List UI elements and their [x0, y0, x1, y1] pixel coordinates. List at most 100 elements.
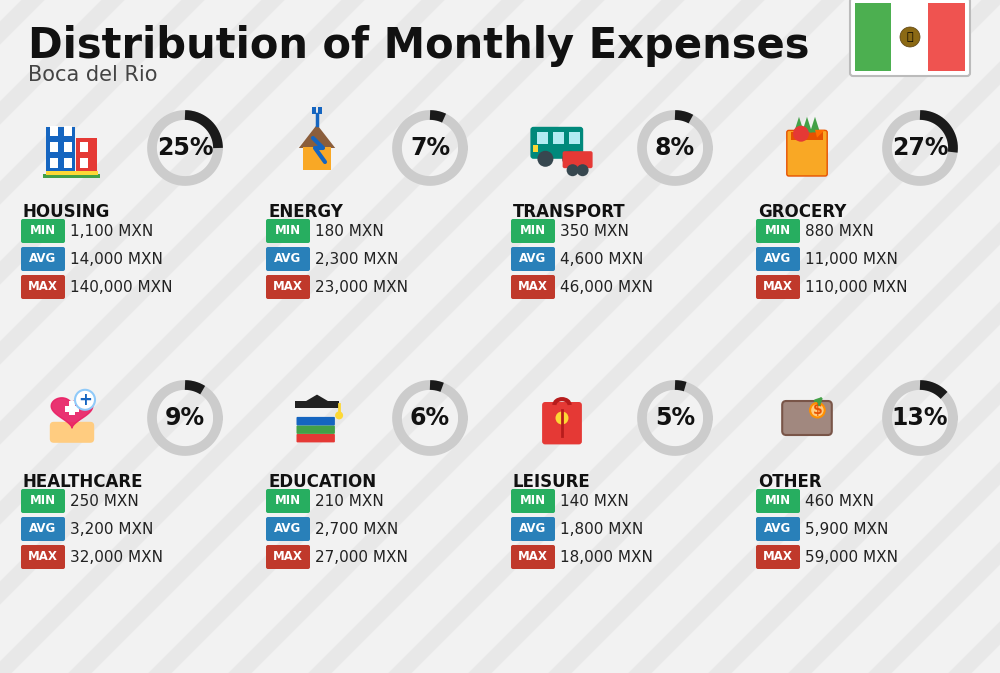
FancyBboxPatch shape — [21, 545, 65, 569]
FancyBboxPatch shape — [296, 417, 335, 425]
FancyBboxPatch shape — [266, 489, 310, 513]
FancyBboxPatch shape — [296, 425, 335, 434]
Polygon shape — [295, 394, 339, 408]
FancyBboxPatch shape — [50, 422, 94, 443]
Text: MAX: MAX — [518, 551, 548, 563]
Bar — [928, 3, 965, 71]
Polygon shape — [802, 117, 812, 133]
FancyBboxPatch shape — [21, 219, 65, 243]
Text: 110,000 MXN: 110,000 MXN — [805, 279, 908, 295]
Bar — [80, 142, 88, 152]
Text: 27%: 27% — [892, 136, 948, 160]
Text: 350 MXN: 350 MXN — [560, 223, 629, 238]
FancyBboxPatch shape — [542, 402, 582, 444]
Text: 13%: 13% — [892, 406, 948, 430]
Text: AVG: AVG — [764, 522, 792, 536]
Text: 27,000 MXN: 27,000 MXN — [315, 549, 408, 565]
FancyBboxPatch shape — [530, 127, 583, 159]
FancyBboxPatch shape — [850, 0, 970, 76]
Bar — [50, 142, 58, 152]
Bar — [80, 158, 88, 168]
Bar — [295, 401, 339, 408]
Bar — [855, 3, 891, 71]
Text: AVG: AVG — [29, 522, 57, 536]
Text: 460 MXN: 460 MXN — [805, 493, 874, 509]
Text: 11,000 MXN: 11,000 MXN — [805, 252, 898, 267]
Circle shape — [900, 27, 920, 47]
Bar — [76, 137, 97, 174]
FancyBboxPatch shape — [266, 219, 310, 243]
Bar — [537, 132, 548, 144]
Text: MAX: MAX — [763, 281, 793, 293]
FancyBboxPatch shape — [296, 434, 335, 442]
Text: 180 MXN: 180 MXN — [315, 223, 384, 238]
Text: MIN: MIN — [520, 495, 546, 507]
Text: AVG: AVG — [764, 252, 792, 266]
Text: MIN: MIN — [275, 225, 301, 238]
Text: MAX: MAX — [28, 551, 58, 563]
FancyBboxPatch shape — [756, 247, 800, 271]
Bar — [43, 174, 100, 178]
Text: LEISURE: LEISURE — [513, 473, 591, 491]
Text: TRANSPORT: TRANSPORT — [513, 203, 626, 221]
Text: MIN: MIN — [30, 225, 56, 238]
FancyBboxPatch shape — [21, 489, 65, 513]
Text: MAX: MAX — [518, 281, 548, 293]
Circle shape — [335, 411, 343, 419]
Circle shape — [793, 126, 809, 142]
FancyBboxPatch shape — [787, 131, 827, 176]
Bar — [64, 142, 72, 152]
Text: AVG: AVG — [519, 252, 547, 266]
Bar — [46, 127, 75, 174]
FancyBboxPatch shape — [756, 545, 800, 569]
Text: MIN: MIN — [30, 495, 56, 507]
Text: 5%: 5% — [655, 406, 695, 430]
Bar — [46, 171, 98, 175]
Circle shape — [537, 151, 553, 167]
Text: +: + — [78, 391, 92, 409]
Text: AVG: AVG — [274, 252, 302, 266]
Text: 880 MXN: 880 MXN — [805, 223, 874, 238]
Text: $: $ — [813, 403, 822, 417]
Polygon shape — [51, 398, 93, 428]
Circle shape — [556, 411, 568, 425]
FancyBboxPatch shape — [21, 517, 65, 541]
Bar — [303, 147, 331, 170]
Text: 5,900 MXN: 5,900 MXN — [805, 522, 888, 536]
Text: 25%: 25% — [157, 136, 213, 160]
Polygon shape — [794, 117, 804, 133]
Text: 2,300 MXN: 2,300 MXN — [315, 252, 398, 267]
FancyBboxPatch shape — [782, 401, 832, 435]
Polygon shape — [815, 130, 825, 137]
Text: 140,000 MXN: 140,000 MXN — [70, 279, 173, 295]
Bar — [553, 132, 564, 144]
Circle shape — [567, 164, 579, 176]
Text: MIN: MIN — [765, 495, 791, 507]
Text: ENERGY: ENERGY — [268, 203, 343, 221]
Text: 2,700 MXN: 2,700 MXN — [315, 522, 398, 536]
FancyBboxPatch shape — [266, 517, 310, 541]
FancyBboxPatch shape — [511, 489, 555, 513]
Circle shape — [577, 164, 589, 176]
Text: HOUSING: HOUSING — [23, 203, 110, 221]
Text: 🦅: 🦅 — [907, 32, 913, 42]
Text: 8%: 8% — [655, 136, 695, 160]
FancyBboxPatch shape — [756, 275, 800, 299]
Text: MIN: MIN — [275, 495, 301, 507]
Text: MIN: MIN — [520, 225, 546, 238]
Bar — [69, 401, 75, 415]
FancyBboxPatch shape — [266, 247, 310, 271]
Text: 18,000 MXN: 18,000 MXN — [560, 549, 653, 565]
Text: MIN: MIN — [765, 225, 791, 238]
Circle shape — [75, 390, 95, 410]
Bar — [64, 158, 72, 168]
Text: 3,200 MXN: 3,200 MXN — [70, 522, 153, 536]
FancyBboxPatch shape — [511, 545, 555, 569]
Text: AVG: AVG — [519, 522, 547, 536]
Bar — [64, 126, 72, 136]
Text: 9%: 9% — [165, 406, 205, 430]
FancyBboxPatch shape — [511, 517, 555, 541]
Text: 1,100 MXN: 1,100 MXN — [70, 223, 153, 238]
Text: MAX: MAX — [28, 281, 58, 293]
Text: 7%: 7% — [410, 136, 450, 160]
